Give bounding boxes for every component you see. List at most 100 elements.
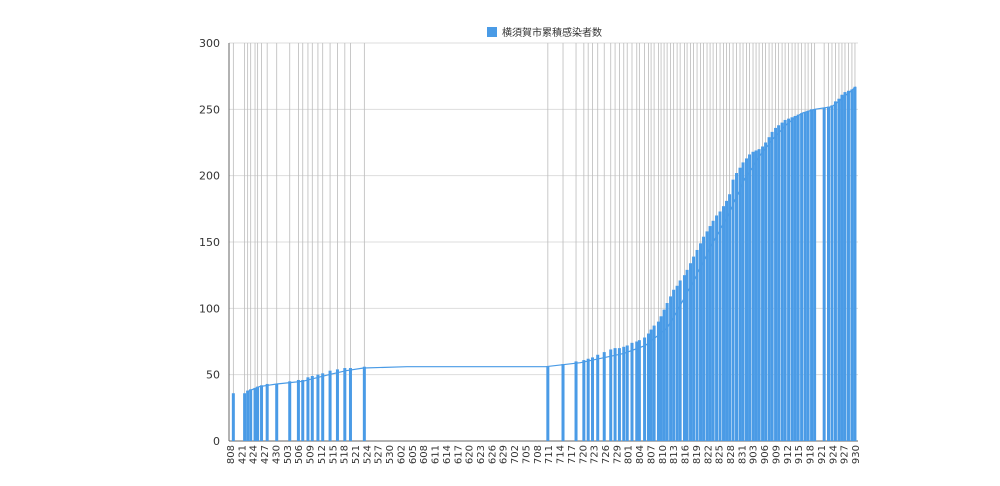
x-tick-label: 430 (272, 445, 283, 464)
bar (362, 366, 366, 441)
x-tick-label: 720 (578, 445, 589, 464)
x-tick-label: 527 (374, 445, 385, 464)
bars (231, 86, 857, 442)
bar (613, 348, 617, 441)
trend-line (246, 86, 857, 393)
bar (625, 345, 629, 441)
bar (853, 86, 857, 441)
bar (793, 115, 797, 441)
bar (833, 101, 837, 441)
y-axis-ticks: 0 50 100 150 200 250 300 (199, 37, 220, 448)
bar (822, 108, 826, 442)
bar (582, 360, 586, 441)
bar (646, 333, 650, 441)
bar (751, 151, 755, 441)
bar (659, 316, 663, 441)
bar (546, 366, 550, 441)
x-tick-label: 714 (556, 445, 567, 464)
bar (827, 106, 831, 442)
x-tick-label: 903 (749, 445, 760, 464)
x-tick-label: 620 (465, 445, 476, 464)
y-tick-label: 250 (199, 103, 220, 116)
bar (806, 110, 810, 441)
bar (256, 386, 260, 441)
bar (761, 146, 765, 442)
x-axis-ticks: 808 421 424 427 430 503 506 509 512 515 518 521 524 5… (226, 445, 862, 464)
x-tick-label: 828 (726, 445, 737, 464)
bar (249, 389, 253, 441)
bar (728, 194, 732, 441)
bar (591, 357, 595, 441)
bar (675, 285, 679, 441)
legend-swatch (487, 27, 497, 37)
bar (574, 361, 578, 441)
x-tick-label: 503 (283, 445, 294, 464)
x-tick-label: 717 (567, 445, 578, 464)
bar (711, 220, 715, 441)
bar (678, 280, 682, 441)
bar (335, 369, 339, 441)
bar (748, 154, 752, 441)
x-tick-label: 521 (351, 445, 362, 464)
x-tick-label: 723 (590, 445, 601, 464)
bar (682, 275, 686, 441)
x-tick-label: 515 (328, 445, 339, 464)
x-tick-label: 906 (760, 445, 771, 464)
bar (754, 150, 758, 441)
x-tick-label: 819 (692, 445, 703, 464)
y-tick-label: 300 (199, 37, 220, 50)
x-tick-label: 915 (794, 445, 805, 464)
bar (767, 137, 771, 441)
bar (796, 114, 800, 441)
bar (718, 211, 722, 441)
x-tick-label: 801 (624, 445, 635, 464)
bar (692, 256, 696, 441)
bar (738, 167, 742, 441)
x-tick-label: 927 (840, 445, 851, 464)
bar (321, 373, 325, 441)
bar (622, 346, 626, 441)
bar (783, 119, 787, 442)
bar (774, 127, 778, 441)
bar (672, 289, 676, 441)
bar (246, 390, 250, 441)
x-tick-label: 918 (806, 445, 817, 464)
bar (328, 370, 332, 441)
bar (813, 109, 817, 441)
x-tick-label: 912 (783, 445, 794, 464)
legend-label: 横須賀市累積感染者数 (502, 26, 602, 39)
x-tick-label: 424 (249, 445, 260, 464)
x-tick-label: 921 (817, 445, 828, 464)
bar (685, 269, 689, 441)
x-tick-label: 909 (772, 445, 783, 464)
x-tick-label: 804 (635, 445, 646, 464)
bar (725, 200, 729, 441)
bar (296, 379, 300, 441)
bar (306, 377, 310, 441)
bar (253, 387, 257, 441)
legend: 横須賀市累積感染者数 (487, 26, 602, 39)
y-tick-label: 0 (213, 435, 220, 448)
x-tick-label: 726 (601, 445, 612, 464)
bar (662, 309, 666, 441)
bar (288, 381, 292, 441)
bar (656, 321, 660, 441)
bar (265, 383, 269, 441)
x-tick-label: 506 (294, 445, 305, 464)
x-tick-label: 810 (658, 445, 669, 464)
bar (837, 98, 841, 441)
x-tick-label: 512 (317, 445, 328, 464)
bar (702, 236, 706, 441)
bar (596, 354, 600, 441)
bar (830, 105, 834, 441)
bar (348, 368, 352, 441)
bar (260, 385, 264, 441)
x-tick-label: 623 (476, 445, 487, 464)
y-tick-label: 150 (199, 236, 220, 249)
bar (316, 374, 320, 441)
bar (637, 340, 641, 441)
bar (715, 215, 719, 441)
bar (649, 329, 653, 441)
x-tick-label: 825 (715, 445, 726, 464)
bar (800, 113, 804, 442)
